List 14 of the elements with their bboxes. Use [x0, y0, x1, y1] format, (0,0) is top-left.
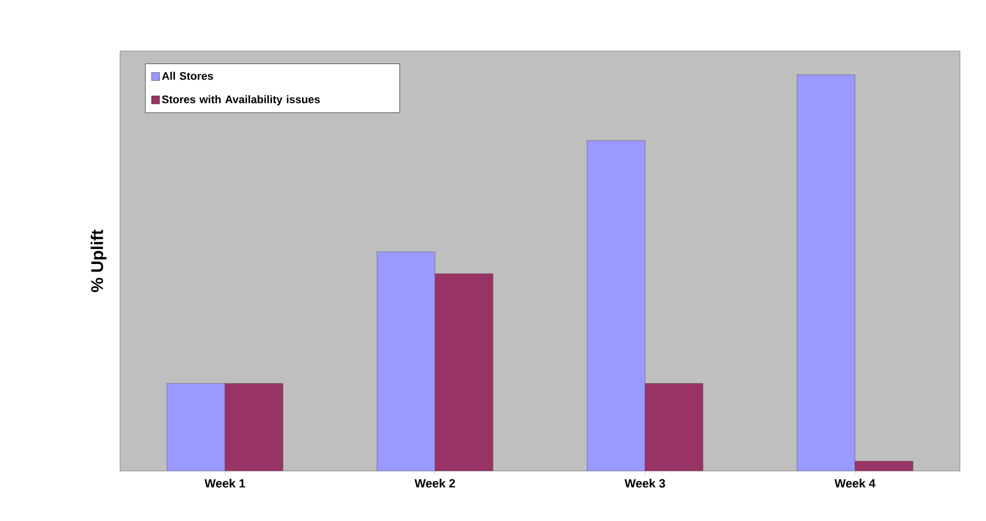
x-tick-label: Week 1 [204, 478, 246, 488]
bar [434, 274, 494, 471]
bar [376, 252, 436, 471]
bar [224, 383, 284, 471]
bar [586, 140, 646, 471]
legend-label: All Stores [162, 72, 213, 80]
x-tick-label: Week 4 [834, 478, 876, 488]
legend-label: Stores with Availability issues [162, 95, 320, 106]
bar [796, 74, 856, 471]
x-tick-label: Week 2 [414, 478, 456, 488]
y-axis-title: % Uplift [90, 230, 106, 292]
bar [166, 383, 226, 471]
x-tick-label: Week 3 [624, 478, 666, 488]
bar [644, 383, 704, 471]
